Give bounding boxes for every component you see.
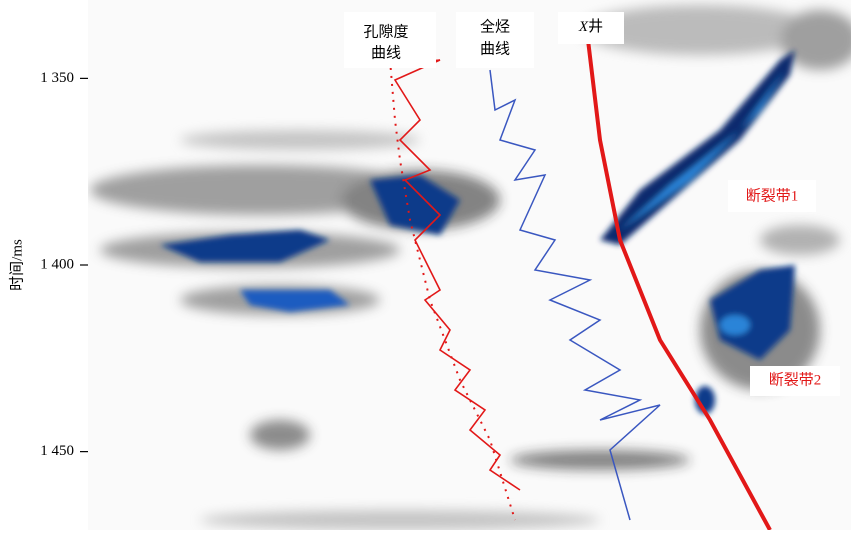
annotation: 全烃 — [480, 17, 510, 35]
annotation: 曲线 — [371, 44, 401, 61]
annotation: 断裂带1 — [746, 187, 799, 204]
y-axis-label: 时间/ms — [8, 239, 25, 291]
y-tick-label: 1 450 — [40, 443, 74, 459]
annotation: 曲线 — [480, 40, 510, 57]
annotation: X井 — [578, 18, 603, 35]
figure: 孔隙度 曲线 全烃 曲线 X井 断裂带1 断裂带2 时间/ms 1 350 1 4… — [0, 0, 851, 530]
y-tick-label: 1 350 — [40, 70, 74, 86]
y-tick-label: 1 400 — [40, 256, 74, 272]
y-axis: 1 350 1 400 1 450 — [40, 70, 88, 459]
annotation-part: 井 — [588, 18, 603, 35]
annotation: 孔隙度 — [363, 23, 408, 40]
seismic-section — [88, 0, 851, 530]
annotation: 断裂带2 — [769, 371, 822, 388]
